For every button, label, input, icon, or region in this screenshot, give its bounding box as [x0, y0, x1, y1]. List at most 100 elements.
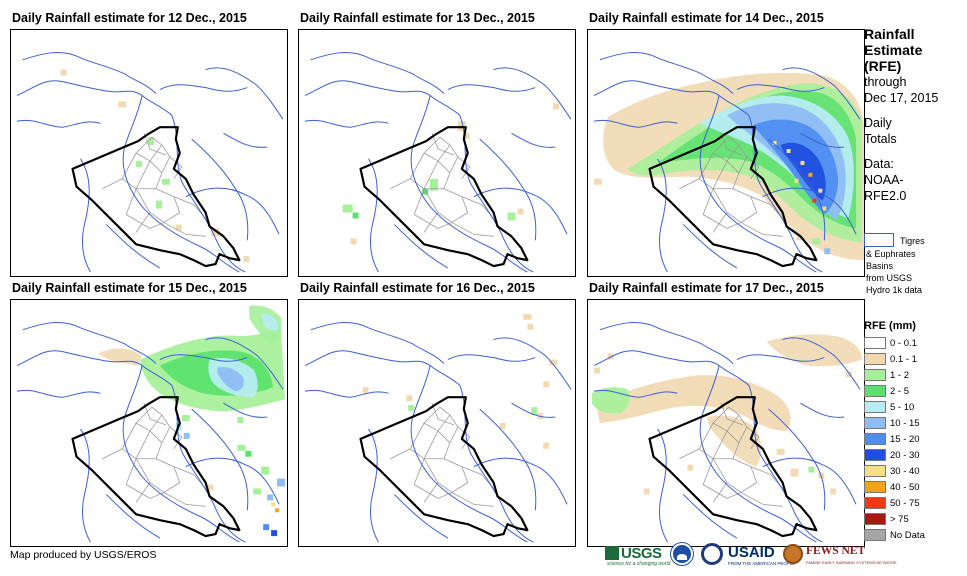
province-boundary — [135, 188, 151, 233]
basin-boundary — [16, 80, 173, 116]
rainfall-cell — [136, 160, 143, 167]
rainfall-map — [587, 299, 865, 547]
map-panel-dec-13: Daily Rainfall estimate for 13 Dec., 201… — [298, 11, 578, 281]
legend-item: 5 - 10 — [864, 400, 964, 416]
country-border — [359, 396, 529, 538]
basin-boundary — [16, 350, 173, 386]
province-boundary — [713, 430, 740, 460]
basin-boundary — [800, 132, 845, 148]
basin-boundary — [768, 408, 826, 511]
basin-boundary — [682, 494, 738, 539]
rainfall-cell — [834, 359, 841, 366]
rainfall-cell — [408, 405, 415, 412]
agency-logos: USGS science for a changing world USAID … — [605, 542, 897, 568]
basin-boundary — [473, 457, 568, 505]
basin-boundary — [122, 95, 240, 273]
basin-boundary — [185, 457, 280, 505]
rainfall-cell — [800, 160, 805, 165]
rainfall-cell — [422, 188, 429, 195]
basin-boundary — [191, 408, 249, 511]
province-boundary — [163, 222, 206, 237]
province-boundary — [390, 448, 425, 485]
data-source-line: RFE2.0 — [864, 189, 907, 203]
legend-swatch — [864, 433, 886, 445]
legend-label: > 75 — [890, 514, 909, 525]
legend-item: 10 - 15 — [864, 416, 964, 432]
province-boundary — [149, 188, 181, 223]
description-title-line: Rainfall — [864, 26, 915, 42]
basin-boundary — [657, 428, 668, 543]
rainfall-cell — [808, 466, 815, 473]
legend-label: 2 - 5 — [890, 386, 910, 397]
province-boundary — [169, 426, 183, 450]
rainfall-cell — [155, 200, 162, 209]
map-panel-dec-12: Daily Rainfall estimate for 12 Dec., 201… — [10, 11, 290, 281]
province-boundary — [149, 458, 181, 493]
basin-boundary — [304, 389, 389, 398]
legend-swatch — [864, 417, 886, 429]
legend-swatch — [864, 497, 886, 509]
basin-boundary — [593, 350, 750, 386]
legend-label: 15 - 20 — [890, 434, 920, 445]
province-boundary — [461, 196, 494, 219]
basin-boundary — [122, 365, 240, 543]
province-boundary — [390, 178, 425, 215]
data-source-line: NOAA- — [864, 173, 904, 187]
basin-boundary — [159, 354, 248, 362]
basin-boundary — [159, 84, 248, 92]
doi-seal-icon — [701, 543, 723, 565]
legend-item: 30 - 40 — [864, 464, 964, 480]
legend-item: 20 - 30 — [864, 448, 964, 464]
legend-item: 1 - 2 — [864, 368, 964, 384]
province-boundary — [121, 422, 151, 459]
province-boundary — [451, 222, 494, 237]
rainfall-area — [261, 313, 280, 331]
province-boundary — [712, 188, 728, 233]
description-title-line: (RFE) — [864, 58, 902, 74]
legend-item: 40 - 50 — [864, 480, 964, 496]
usgs-logo: USGS — [605, 545, 662, 562]
rainfall-cell — [772, 141, 777, 146]
rainfall-cell — [830, 488, 837, 495]
province-boundary — [143, 403, 167, 426]
rainfall-area — [217, 366, 244, 392]
basin-boundary — [782, 337, 861, 390]
rainfall-cell — [253, 488, 262, 495]
province-boundary — [712, 406, 740, 432]
province-boundary — [740, 492, 783, 507]
legend-item: 15 - 20 — [864, 432, 964, 448]
basin-boundary — [368, 158, 379, 273]
basin-boundary — [304, 119, 389, 128]
basin-boundary — [393, 224, 449, 269]
basin-description-line: & Euphrates — [866, 249, 916, 259]
province-boundary — [125, 214, 165, 229]
legend-swatch — [864, 529, 886, 541]
basin-boundary — [22, 51, 157, 94]
rainfall-cell — [463, 133, 470, 140]
basin-boundary — [699, 95, 817, 273]
rainfall-cell — [794, 178, 799, 183]
province-boundary — [437, 458, 469, 493]
province-boundary — [161, 144, 171, 174]
province-boundary — [423, 188, 439, 233]
province-boundary — [173, 196, 206, 219]
rainfall-map — [298, 29, 576, 277]
basin-boundary — [304, 80, 461, 116]
panel-title: Daily Rainfall estimate for 16 Dec., 201… — [300, 281, 535, 295]
rainfall-cell — [593, 178, 602, 185]
province-boundary — [125, 484, 165, 499]
province-boundary — [451, 492, 494, 507]
basin-boundary — [105, 494, 161, 539]
fews-net-logo: FEWS NET — [806, 545, 866, 557]
rainfall-cell — [543, 381, 550, 388]
rainfall-cell — [271, 502, 276, 507]
basin-boundary — [410, 95, 528, 273]
basin-boundary — [368, 428, 379, 543]
province-boundary — [135, 406, 163, 432]
province-boundary — [457, 426, 471, 450]
rainfall-cell — [499, 423, 506, 429]
province-boundary — [449, 144, 459, 174]
basin-label: Tigres — [900, 236, 925, 246]
legend-swatch — [864, 513, 886, 525]
usaid-logo: USAID — [728, 544, 775, 561]
